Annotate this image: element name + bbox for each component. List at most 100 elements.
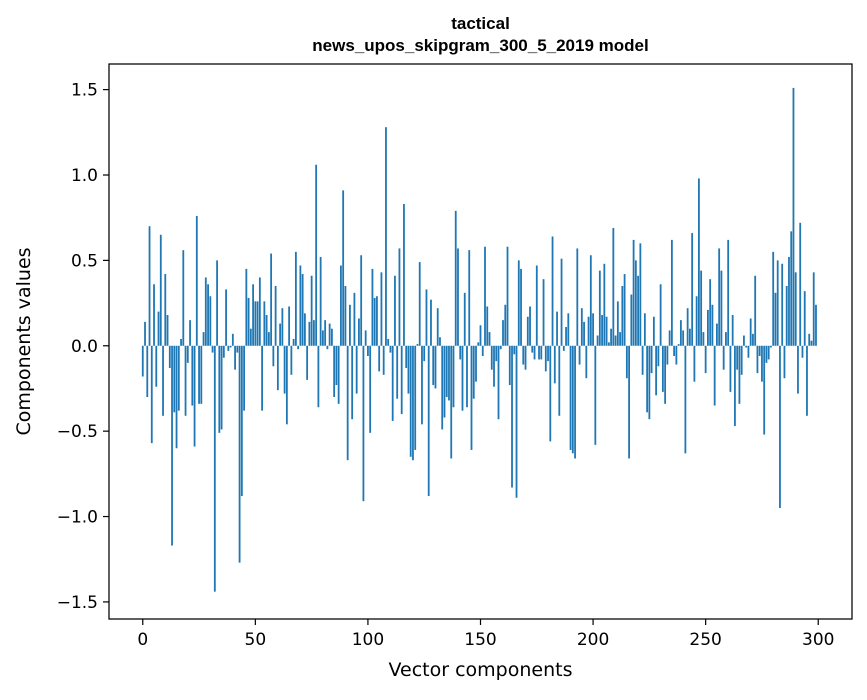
y-tick-label: 1.0 [71, 166, 98, 186]
x-tick-label: 50 [245, 630, 267, 650]
bar-component-234 [668, 330, 671, 346]
bar-component-231 [661, 345, 664, 392]
bar-component-184 [556, 311, 558, 346]
bar-component-76 [312, 320, 315, 346]
bar-component-179 [544, 345, 547, 372]
bar-component-143 [463, 292, 466, 346]
bar-component-127 [427, 345, 430, 497]
bar-component-50 [254, 301, 257, 346]
bar-component-65 [288, 306, 291, 346]
bar-component-3 [148, 226, 151, 346]
bar-component-205 [603, 263, 606, 346]
bar-component-58 [272, 345, 275, 367]
bar-component-84 [331, 328, 333, 346]
bar-component-116 [403, 204, 405, 346]
bar-component-23 [193, 345, 196, 447]
bar-component-18 [182, 250, 185, 346]
bar-component-150 [479, 325, 482, 346]
bar-component-67 [292, 338, 295, 346]
bar-component-97 [360, 255, 363, 346]
bar-component-191 [571, 345, 574, 454]
bar-component-157 [495, 345, 498, 362]
y-tick-label: −1.0 [57, 508, 98, 528]
bar-component-225 [648, 345, 651, 420]
x-axis-ticks: 0 50 100 150 200 250 300 [137, 619, 834, 650]
x-tick-label: 250 [689, 630, 721, 650]
bar-component-142 [461, 345, 464, 411]
bar-component-36 [222, 345, 225, 358]
bar-component-189 [567, 313, 570, 346]
bar-component-224 [646, 345, 649, 413]
bar-component-78 [317, 345, 320, 408]
bar-component-226 [650, 345, 653, 374]
bar-component-186 [560, 258, 563, 346]
bar-component-139 [454, 210, 457, 346]
bar-component-114 [398, 248, 401, 346]
bar-component-275 [761, 345, 763, 382]
bar-component-221 [639, 243, 642, 346]
bar-component-117 [405, 345, 408, 368]
bar-component-173 [531, 345, 534, 353]
bar-component-119 [409, 345, 412, 457]
bar-component-55 [265, 315, 268, 346]
bar-component-7 [157, 311, 160, 346]
bar-component-52 [258, 277, 261, 346]
bar-component-280 [772, 251, 775, 346]
bar-component-167 [517, 260, 520, 346]
bar-component-95 [355, 345, 358, 394]
bar-component-85 [333, 345, 336, 397]
bar-component-253 [711, 304, 714, 346]
bar-component-286 [785, 286, 788, 346]
bar-component-190 [569, 345, 572, 450]
bar-component-134 [443, 345, 446, 418]
bar-component-14 [173, 345, 176, 413]
bar-component-45 [243, 345, 245, 411]
bar-component-155 [490, 345, 493, 370]
bar-component-118 [407, 345, 410, 394]
bar-component-178 [542, 279, 545, 346]
bar-component-217 [630, 294, 633, 346]
bar-component-259 [725, 332, 727, 346]
bar-component-197 [585, 345, 588, 379]
bar-component-146 [470, 345, 473, 450]
bar-component-212 [619, 332, 621, 346]
bar-component-285 [783, 345, 786, 379]
bar-component-43 [238, 345, 241, 563]
bar-component-136 [448, 345, 450, 401]
bar-component-298 [812, 272, 815, 346]
bar-component-17 [180, 338, 182, 346]
bar-component-73 [306, 345, 309, 380]
bar-component-13 [171, 345, 173, 546]
chart-title: tactical [451, 14, 510, 33]
bar-component-181 [549, 345, 552, 442]
bar-component-29 [207, 284, 209, 346]
bar-component-174 [533, 345, 536, 360]
bar-component-16 [177, 345, 180, 411]
bar-component-165 [513, 345, 516, 355]
bar-component-63 [283, 345, 286, 394]
bar-component-28 [204, 277, 207, 346]
bar-component-144 [466, 345, 468, 408]
bar-component-255 [716, 323, 718, 346]
bar-component-30 [209, 296, 212, 346]
bar-component-282 [776, 260, 779, 346]
bar-component-268 [745, 345, 748, 348]
bar-component-38 [227, 345, 230, 351]
bar-component-237 [675, 345, 678, 365]
bar-component-199 [589, 255, 592, 346]
bar-component-210 [614, 335, 617, 346]
bar-component-92 [349, 304, 351, 346]
bar-component-241 [684, 345, 687, 454]
bar-component-249 [702, 332, 705, 346]
bar-component-57 [270, 253, 273, 346]
bar-component-111 [391, 345, 394, 421]
bar-component-294 [803, 291, 806, 346]
bar-component-20 [186, 345, 189, 363]
bar-component-246 [695, 296, 698, 346]
bar-component-122 [416, 344, 419, 346]
bar-component-81 [324, 320, 327, 346]
bar-component-75 [310, 275, 313, 346]
bar-component-26 [200, 345, 203, 404]
bar-component-273 [756, 345, 759, 374]
